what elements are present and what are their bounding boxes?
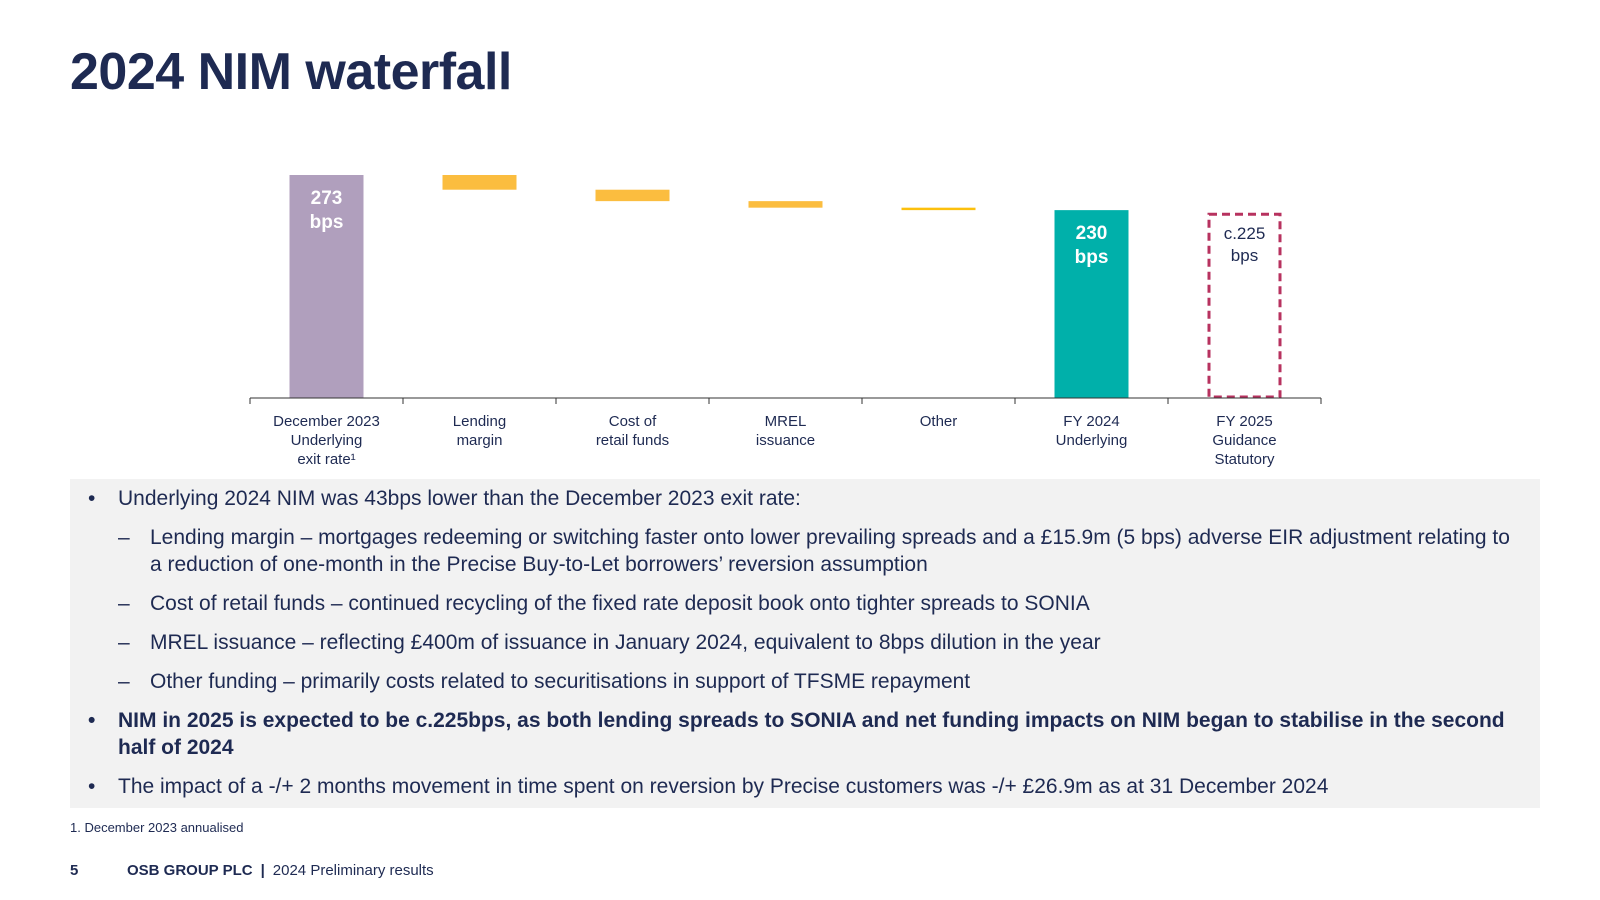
- category-label: December 2023: [273, 413, 380, 430]
- category-label: Lending: [453, 413, 506, 430]
- sub-bullet-item: Cost of retail funds – continued recycli…: [88, 590, 1520, 617]
- category-label: margin: [457, 432, 503, 449]
- bar-value-label: bps: [1231, 246, 1258, 265]
- commentary-list: Underlying 2024 NIM was 43bps lower than…: [88, 485, 1520, 800]
- page-footer: 5 OSB GROUP PLC | 2024 Preliminary results: [70, 862, 434, 879]
- sub-bullet-item: MREL issuance – reflecting £400m of issu…: [88, 629, 1520, 656]
- category-label: Statutory: [1214, 451, 1275, 468]
- category-label: FY 2024: [1063, 413, 1119, 430]
- sub-bullet-item: Lending margin – mortgages redeeming or …: [88, 524, 1520, 578]
- bar-value-label: c.225: [1224, 224, 1266, 243]
- company-name: OSB GROUP PLC: [127, 862, 253, 879]
- bar-value-label: 273: [311, 188, 343, 209]
- category-label: retail funds: [596, 432, 669, 449]
- nim-waterfall-chart: 273 bps 230 bps c.225 bps December 2023 Underl…: [249, 175, 1322, 468]
- bullet-item: NIM in 2025 is expected to be c.225bps, …: [88, 707, 1520, 761]
- page-number: 5: [70, 862, 79, 879]
- category-label: Cost of: [609, 413, 657, 430]
- bar-4: [901, 207, 976, 211]
- bar-6: [1207, 212, 1282, 399]
- x-axis: [249, 397, 1322, 404]
- category-label: MREL: [765, 413, 807, 430]
- bar-value-label: bps: [1075, 247, 1109, 268]
- bar-0: [289, 175, 364, 398]
- bar-2: [595, 189, 670, 202]
- bullet-item: The impact of a -/+ 2 months movement in…: [88, 773, 1520, 800]
- category-label: Guidance: [1212, 432, 1276, 449]
- category-label: FY 2025: [1216, 413, 1272, 430]
- bar-1: [442, 175, 517, 190]
- category-labels: December 2023 Underlying exit rate¹ Lending…: [273, 413, 1276, 468]
- category-label: Underlying: [1056, 432, 1128, 449]
- category-label: exit rate¹: [297, 451, 355, 468]
- category-label: Other: [920, 413, 958, 430]
- bars-layer: 273 bps 230 bps c.225 bps: [289, 175, 1282, 399]
- page-title: 2024 NIM waterfall: [70, 43, 512, 101]
- bar-3: [748, 201, 823, 208]
- commentary-panel: Underlying 2024 NIM was 43bps lower than…: [70, 479, 1540, 808]
- footnote: 1. December 2023 annualised: [70, 820, 244, 835]
- bar-value-label: 230: [1076, 223, 1108, 244]
- bar-value-label: bps: [310, 212, 344, 233]
- category-label: issuance: [756, 432, 815, 449]
- document-title: 2024 Preliminary results: [272, 862, 434, 879]
- bullet-item: Underlying 2024 NIM was 43bps lower than…: [88, 485, 1520, 512]
- sub-bullet-item: Other funding – primarily costs related …: [88, 668, 1520, 695]
- category-label: Underlying: [291, 432, 363, 449]
- footer-separator: |: [260, 862, 265, 879]
- bar-5: [1054, 210, 1129, 398]
